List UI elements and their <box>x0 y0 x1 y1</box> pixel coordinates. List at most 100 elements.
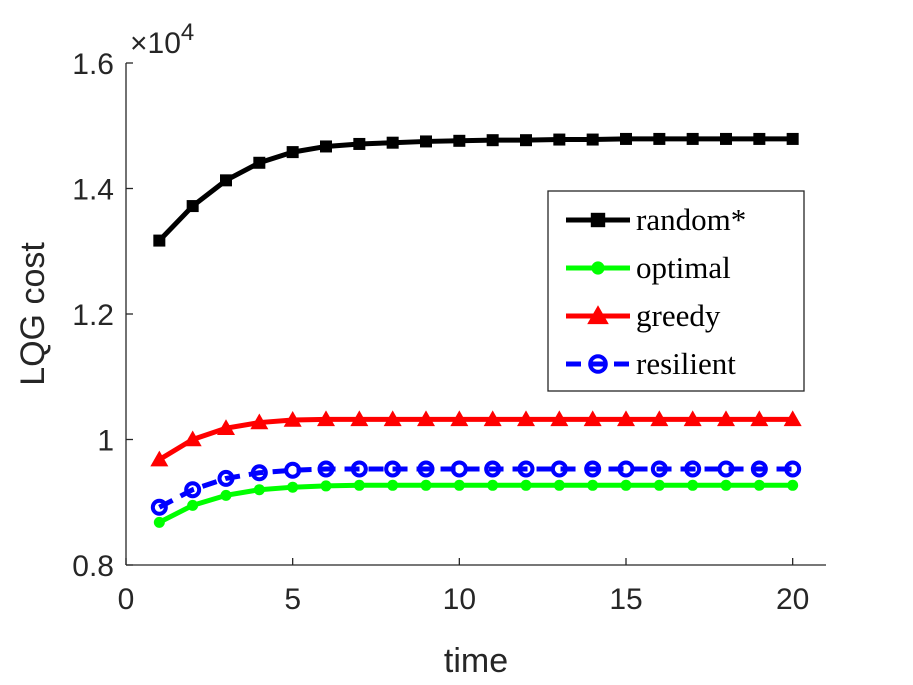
x-tick-label: 0 <box>118 583 135 616</box>
legend-marker <box>587 305 609 325</box>
legend-item: resilient <box>566 346 736 381</box>
data-point <box>320 480 332 492</box>
data-point <box>384 460 402 478</box>
data-point <box>650 460 668 478</box>
series-optimal <box>153 479 799 528</box>
y-tick-label: 0.8 <box>72 550 114 583</box>
data-point <box>517 460 535 478</box>
legend-label: optimal <box>636 250 731 285</box>
data-point <box>517 410 535 427</box>
data-point <box>750 410 769 427</box>
x-tick-label: 10 <box>443 583 476 616</box>
data-point <box>386 136 399 149</box>
data-point <box>317 410 335 427</box>
data-point <box>150 450 169 467</box>
y-axis-label: LQG cost <box>14 242 52 386</box>
data-point <box>184 481 202 499</box>
data-point <box>720 479 732 491</box>
x-tick-label: 5 <box>284 583 301 616</box>
data-point <box>617 410 635 427</box>
data-point <box>284 461 302 479</box>
series-line <box>158 482 793 525</box>
data-point <box>750 460 768 478</box>
data-point <box>583 410 602 427</box>
data-point <box>150 498 168 516</box>
data-point <box>783 410 802 427</box>
data-point <box>687 479 699 491</box>
data-point <box>353 137 366 150</box>
data-point <box>220 174 232 187</box>
series-line <box>158 416 793 462</box>
data-point <box>653 479 665 491</box>
data-point <box>453 479 465 491</box>
data-point <box>753 132 766 145</box>
legend-label: greedy <box>636 298 721 333</box>
data-point <box>187 499 199 511</box>
data-point <box>683 410 702 427</box>
data-point <box>220 489 232 501</box>
data-point <box>553 133 566 146</box>
y-tick-label: 1 <box>97 425 114 458</box>
data-point <box>653 132 666 145</box>
data-point <box>250 413 269 430</box>
legend-marker <box>588 354 608 374</box>
data-point <box>317 460 335 478</box>
data-point <box>587 479 599 491</box>
data-point <box>753 479 765 491</box>
data-point <box>153 516 165 528</box>
data-point <box>250 464 268 482</box>
y-scale-power: 4 <box>181 19 194 46</box>
data-point <box>217 419 235 435</box>
data-point <box>620 132 632 145</box>
series-greedy <box>150 410 802 467</box>
data-point <box>650 410 669 427</box>
data-point <box>153 234 166 247</box>
legend-marker <box>591 261 605 275</box>
series-random <box>153 132 799 247</box>
data-point <box>484 460 502 478</box>
data-point <box>520 479 532 491</box>
data-point <box>417 460 435 478</box>
data-point <box>786 132 799 145</box>
data-point <box>253 484 265 496</box>
y-tick-label: 1.6 <box>72 48 114 81</box>
data-point <box>383 410 402 427</box>
data-point <box>784 460 802 478</box>
data-point <box>450 410 469 427</box>
y-tick-label: 1.4 <box>72 174 114 207</box>
x-axis-label: time <box>444 642 508 680</box>
legend-marker <box>590 212 606 228</box>
data-point <box>387 479 399 491</box>
data-point <box>550 460 568 478</box>
x-tick-label: 20 <box>776 583 809 616</box>
legend-item: optimal <box>566 250 731 285</box>
data-point <box>486 134 499 147</box>
data-point <box>717 460 735 478</box>
data-point <box>617 460 635 478</box>
data-point <box>320 140 332 153</box>
data-point <box>686 132 699 145</box>
data-point <box>450 460 468 478</box>
data-point <box>217 469 235 487</box>
data-point <box>483 410 502 427</box>
data-point <box>453 134 466 147</box>
plot-area <box>150 132 802 528</box>
data-point <box>717 410 735 427</box>
legend-label: random* <box>636 202 746 237</box>
data-point <box>287 481 299 493</box>
data-point <box>183 430 202 447</box>
data-point <box>283 411 302 427</box>
data-point <box>553 479 565 491</box>
legend-item: greedy <box>566 298 721 333</box>
y-tick-label: 1.2 <box>72 299 114 332</box>
data-point <box>620 479 632 491</box>
data-point <box>420 479 432 491</box>
data-point <box>520 134 532 147</box>
data-point <box>353 479 365 491</box>
data-point <box>487 479 499 491</box>
legend-item: random* <box>566 202 746 237</box>
data-point <box>253 156 266 169</box>
x-tick-label: 15 <box>609 583 642 616</box>
